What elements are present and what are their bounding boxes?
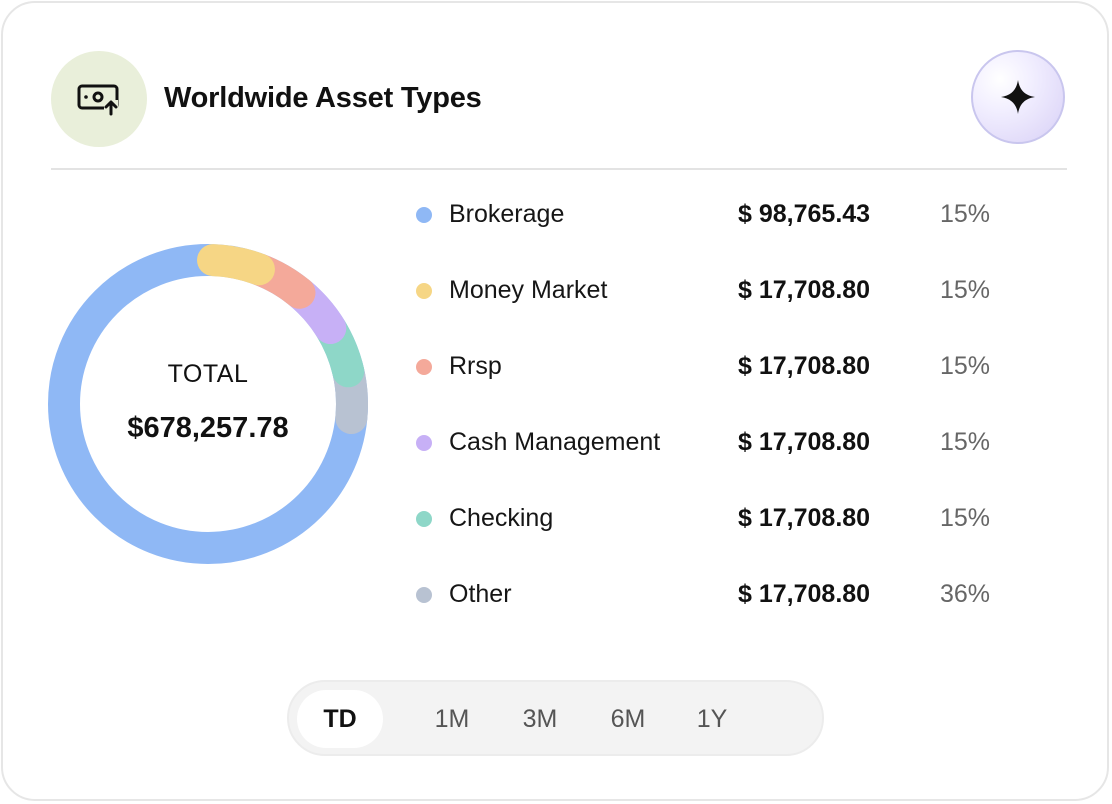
money-upload-icon (77, 84, 119, 116)
time-range-selector: TD 1M 3M 6M 1Y (287, 680, 824, 756)
legend-row-money-market: Money Market $ 17,708.80 15% (414, 270, 1014, 310)
ai-insights-button[interactable] (971, 50, 1065, 144)
legend-name: Checking (449, 504, 554, 532)
legend-dot (416, 511, 432, 527)
total-label: TOTAL (167, 360, 249, 388)
legend-amount: $ 17,708.80 (738, 352, 871, 380)
legend-percent: 15% (940, 428, 991, 456)
legend-row-brokerage: Brokerage $ 98,765.43 15% (414, 194, 1014, 234)
legend-name: Cash Management (449, 428, 661, 456)
legend-row-other: Other $ 17,708.80 36% (414, 574, 1014, 614)
legend-row-checking: Checking $ 17,708.80 15% (414, 498, 1014, 538)
legend-dot (416, 435, 432, 451)
range-tab-td[interactable]: TD (297, 690, 383, 748)
card-title: Worldwide Asset Types (164, 82, 482, 114)
legend-percent: 15% (940, 504, 991, 532)
legend-percent: 15% (940, 200, 991, 228)
legend-row-cash-management: Cash Management $ 17,708.80 15% (414, 422, 1014, 462)
legend-percent: 15% (940, 352, 991, 380)
legend-amount: $ 17,708.80 (738, 276, 871, 304)
legend-name: Brokerage (449, 200, 565, 228)
legend-amount: $ 17,708.80 (738, 580, 871, 608)
legend-dot (416, 359, 432, 375)
legend-name: Rrsp (449, 352, 502, 380)
legend-dot (416, 283, 432, 299)
legend-dot (416, 207, 432, 223)
legend-percent: 15% (940, 276, 991, 304)
header-icon-badge (51, 51, 147, 147)
legend-amount: $ 98,765.43 (738, 200, 871, 228)
legend-name: Money Market (449, 276, 608, 304)
asset-donut-chart (48, 244, 368, 564)
sparkle-icon (1001, 80, 1035, 114)
header-divider (51, 168, 1067, 170)
legend-name: Other (449, 580, 512, 608)
legend-amount: $ 17,708.80 (738, 428, 871, 456)
range-tab-6m[interactable]: 6M (610, 705, 646, 733)
range-tab-1y[interactable]: 1Y (696, 705, 728, 733)
legend-amount: $ 17,708.80 (738, 504, 871, 532)
legend-row-rrsp: Rrsp $ 17,708.80 15% (414, 346, 1014, 386)
legend-dot (416, 587, 432, 603)
range-tab-1m[interactable]: 1M (434, 705, 470, 733)
legend-percent: 36% (940, 580, 991, 608)
total-value: $678,257.78 (127, 412, 289, 444)
donut-segment-money-market (197, 244, 275, 286)
range-tab-3m[interactable]: 3M (522, 705, 558, 733)
